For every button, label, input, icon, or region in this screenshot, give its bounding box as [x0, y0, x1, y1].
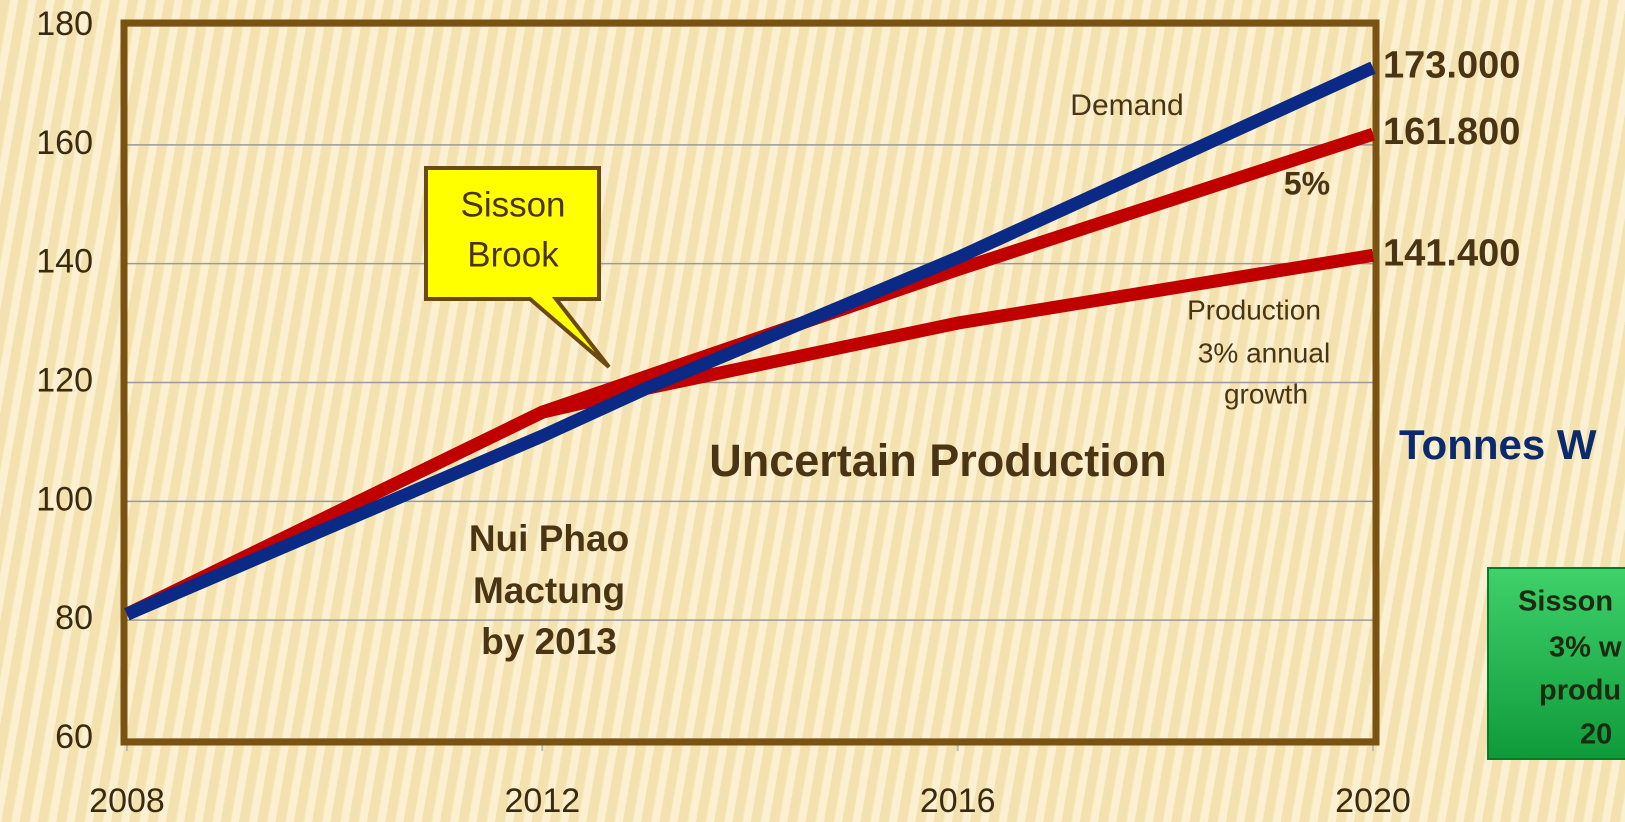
annotation: 3% annual — [1198, 337, 1330, 368]
series-line — [124, 127, 1376, 621]
x-tick-label: 2020 — [1335, 782, 1411, 820]
x-tick-label: 2008 — [89, 782, 165, 820]
annotation: growth — [1224, 378, 1308, 409]
callout-text: Brook — [467, 235, 559, 274]
value-label: 161.800 — [1383, 111, 1520, 153]
annotation: by 2013 — [481, 621, 617, 662]
value-label: 173.000 — [1383, 45, 1520, 87]
y-tick-label: 120 — [36, 361, 93, 399]
box-text: 3% w — [1549, 632, 1622, 664]
annotation: Uncertain Production — [709, 435, 1167, 486]
y-tick-label: 140 — [36, 243, 93, 281]
box-text: 20 — [1580, 719, 1612, 751]
callout-box — [424, 166, 611, 369]
y-tick-label: 160 — [36, 124, 93, 162]
box-text: produ — [1539, 675, 1621, 707]
series-label: Demand — [1070, 89, 1183, 122]
green-box — [1487, 567, 1625, 760]
series-line — [124, 61, 1376, 621]
plot: 60 80 100 120 140 160 180 2008 2012 2016 2020 141.4… — [36, 5, 1520, 820]
y-tick-label: 80 — [55, 599, 93, 637]
annotation: Mactung — [473, 570, 625, 611]
annotation: Nui Phao — [469, 518, 629, 559]
side-title: Tonnes W — [1399, 421, 1597, 468]
x-tick-label: 2016 — [920, 782, 996, 820]
y-tick-label: 60 — [55, 718, 93, 756]
y-tick-label: 180 — [36, 5, 93, 43]
series-label: Production — [1187, 294, 1321, 325]
callout-text: Sisson — [460, 185, 565, 224]
plot-border — [120, 19, 1380, 746]
value-label: 141.400 — [1383, 232, 1520, 274]
box-text: Sisson — [1518, 586, 1613, 618]
y-tick-label: 100 — [36, 480, 93, 518]
x-tick-label: 2012 — [505, 782, 581, 820]
series-label: 5% — [1284, 165, 1330, 201]
